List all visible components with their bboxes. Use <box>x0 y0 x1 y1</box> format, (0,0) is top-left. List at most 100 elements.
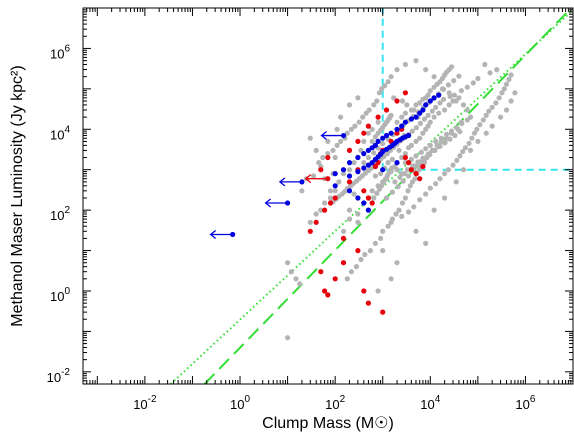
data-points <box>285 58 518 341</box>
data-point <box>445 82 451 88</box>
data-point <box>400 178 406 184</box>
data-point <box>394 130 400 136</box>
data-point <box>409 128 415 134</box>
y-tick-label: 102 <box>50 205 70 223</box>
data-point <box>299 188 305 194</box>
data-point <box>431 95 437 101</box>
data-point <box>420 130 426 136</box>
data-point <box>458 88 464 94</box>
data-point <box>420 163 426 170</box>
data-point <box>388 74 394 80</box>
data-point <box>408 142 414 148</box>
data-point <box>413 58 419 64</box>
data-point <box>380 135 386 141</box>
data-point <box>427 152 433 158</box>
data-point <box>417 135 423 141</box>
data-point <box>332 276 338 282</box>
data-point <box>402 195 408 201</box>
data-point <box>285 335 291 341</box>
data-point <box>346 179 353 185</box>
data-point <box>475 75 481 82</box>
data-point <box>408 107 414 113</box>
data-point <box>380 141 386 147</box>
data-point <box>340 228 347 234</box>
data-point <box>404 102 410 108</box>
data-point <box>362 251 368 258</box>
data-point <box>375 119 381 125</box>
data-point <box>374 190 380 196</box>
data-point <box>393 211 399 217</box>
data-point <box>498 114 504 120</box>
data-point <box>378 235 384 241</box>
data-point <box>433 104 439 110</box>
data-point <box>480 117 486 123</box>
data-point <box>355 248 361 254</box>
data-point <box>313 219 319 225</box>
data-point <box>503 107 510 113</box>
data-point <box>499 90 505 96</box>
data-point <box>361 151 367 157</box>
data-point <box>360 114 366 120</box>
data-point <box>318 269 324 275</box>
data-point <box>369 160 375 166</box>
data-point <box>351 160 357 166</box>
data-point <box>469 135 475 141</box>
data-point <box>462 145 469 151</box>
data-point <box>477 122 483 128</box>
data-point <box>365 123 371 129</box>
data-point <box>486 108 492 114</box>
data-point <box>447 136 453 142</box>
data-point <box>413 153 419 159</box>
data-point <box>447 93 453 99</box>
upper-limit-arrowhead <box>304 174 312 184</box>
data-point <box>361 288 367 294</box>
data-point <box>310 173 317 179</box>
data-point <box>391 95 397 101</box>
data-point <box>406 132 412 139</box>
data-point <box>297 281 303 287</box>
upper-limit-markers <box>209 131 347 239</box>
data-point <box>399 123 405 129</box>
data-point <box>451 78 457 84</box>
data-point <box>444 131 450 137</box>
data-point <box>361 160 367 166</box>
data-point <box>402 151 408 157</box>
data-point <box>320 154 326 161</box>
data-point <box>344 276 350 282</box>
data-point <box>332 154 338 161</box>
data-point <box>423 240 429 246</box>
data-point <box>318 167 324 173</box>
upper-limit-arrowhead <box>278 177 286 187</box>
data-point <box>346 147 353 153</box>
data-point <box>436 110 442 116</box>
data-point <box>431 74 437 80</box>
data-point <box>388 130 394 136</box>
data-point <box>355 211 361 217</box>
data-point <box>366 107 372 113</box>
data-point <box>408 167 414 173</box>
data-point <box>355 219 361 225</box>
data-point <box>421 116 427 122</box>
data-point <box>399 114 405 120</box>
data-point <box>365 207 371 213</box>
data-point <box>380 167 386 173</box>
data-point <box>352 123 358 129</box>
data-point <box>442 139 448 146</box>
data-point <box>411 204 417 210</box>
data-point <box>334 142 340 148</box>
data-point <box>460 167 467 173</box>
data-point <box>361 165 367 171</box>
data-point <box>327 200 334 206</box>
data-point <box>460 102 467 108</box>
data-point <box>385 160 391 166</box>
data-point <box>348 269 354 275</box>
data-point <box>307 228 313 234</box>
data-point <box>355 95 361 101</box>
data-point <box>417 110 423 116</box>
data-point <box>475 138 481 144</box>
x-tick-label: 10-2 <box>133 394 157 412</box>
data-point <box>399 98 406 104</box>
data-point <box>372 173 378 179</box>
data-point <box>394 119 400 125</box>
data-point <box>325 151 331 157</box>
